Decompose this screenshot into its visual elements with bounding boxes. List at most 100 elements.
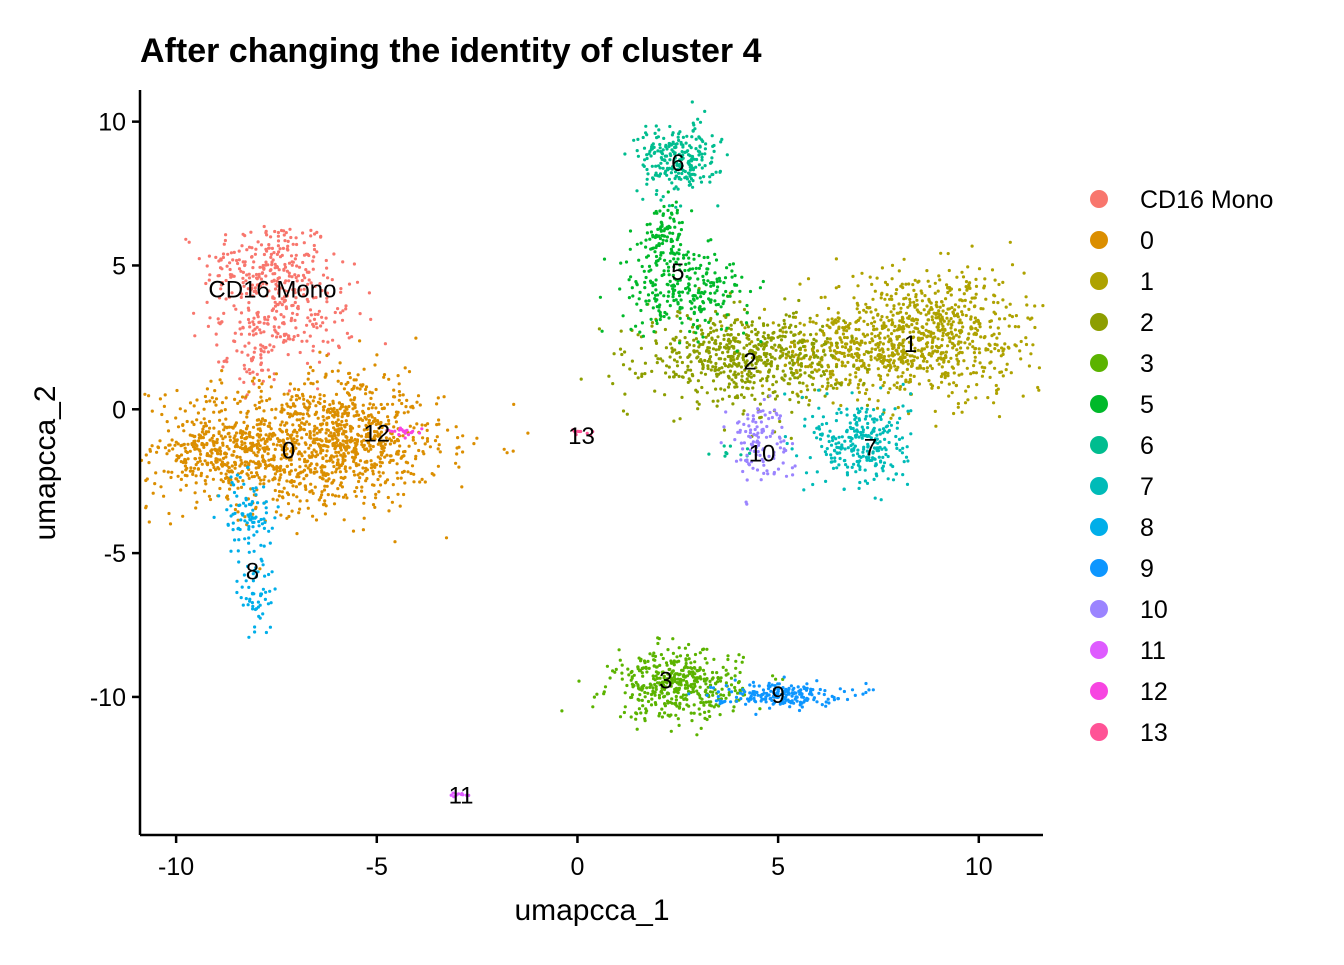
- point-0: [173, 443, 177, 447]
- point-1: [798, 282, 802, 286]
- point-3: [643, 690, 647, 695]
- point-3: [709, 704, 714, 708]
- point-2: [680, 395, 684, 399]
- point-1: [947, 268, 951, 273]
- point-cd16-mono: [251, 370, 255, 374]
- point-2: [775, 394, 779, 398]
- point-cd16-mono: [324, 316, 328, 320]
- point-8: [262, 501, 266, 505]
- point-3: [708, 714, 712, 719]
- point-cd16-mono: [285, 294, 289, 298]
- point-1: [870, 332, 874, 336]
- point-0: [218, 458, 222, 462]
- point-0: [299, 412, 303, 416]
- point-1: [942, 360, 946, 364]
- point-0: [176, 442, 180, 446]
- point-1: [933, 335, 937, 339]
- point-cd16-mono: [317, 360, 322, 364]
- point-8: [243, 519, 247, 523]
- point-0: [202, 417, 206, 421]
- point-1: [885, 315, 889, 319]
- point-0: [208, 468, 212, 472]
- point-0: [290, 451, 294, 455]
- point-8: [241, 513, 245, 517]
- point-0: [365, 460, 369, 464]
- point-cd16-mono: [285, 269, 289, 273]
- point-1: [951, 346, 955, 350]
- point-5: [645, 223, 649, 227]
- point-2: [793, 376, 797, 380]
- point-cd16-mono: [312, 317, 317, 321]
- point-2: [745, 386, 749, 390]
- point-1: [947, 394, 951, 398]
- point-0: [330, 481, 334, 485]
- point-0: [235, 442, 239, 447]
- point-cd16-mono: [246, 306, 250, 310]
- point-2: [711, 321, 715, 326]
- point-1: [972, 296, 976, 300]
- point-1: [982, 286, 986, 290]
- point-3: [637, 686, 641, 691]
- point-2: [714, 348, 718, 352]
- point-0: [249, 471, 253, 475]
- point-1: [863, 341, 867, 345]
- point-cd16-mono: [266, 368, 270, 372]
- point-1: [886, 391, 891, 395]
- point-2: [750, 393, 754, 397]
- point-0: [373, 417, 377, 421]
- point-3: [686, 684, 691, 688]
- point-5: [713, 271, 717, 275]
- point-7: [824, 452, 829, 457]
- point-0: [412, 426, 416, 430]
- point-1: [901, 371, 905, 375]
- point-0: [235, 455, 239, 459]
- point-cd16-mono: [244, 279, 248, 283]
- point-0: [198, 459, 202, 463]
- point-3: [701, 668, 706, 673]
- point-7: [850, 391, 854, 395]
- point-cd16-mono: [267, 243, 271, 247]
- point-0: [343, 409, 347, 413]
- point-2: [762, 323, 766, 328]
- point-0: [307, 454, 311, 458]
- point-2: [788, 398, 792, 402]
- point-0: [322, 488, 327, 492]
- point-5: [665, 312, 669, 316]
- point-0: [400, 470, 405, 474]
- point-1: [894, 292, 898, 296]
- point-cd16-mono: [259, 277, 263, 281]
- point-5: [628, 229, 633, 233]
- point-0: [297, 388, 301, 392]
- point-1: [948, 339, 952, 344]
- point-cd16-mono: [289, 254, 294, 258]
- point-3: [718, 713, 722, 717]
- point-0: [303, 485, 308, 489]
- point-0: [257, 385, 261, 389]
- point-2: [741, 412, 745, 416]
- point-2: [685, 341, 689, 345]
- point-3: [666, 713, 670, 717]
- point-2: [726, 350, 730, 354]
- point-2: [809, 375, 813, 379]
- point-0: [219, 478, 223, 482]
- point-1: [873, 320, 877, 324]
- point-1: [897, 269, 901, 273]
- point-cd16-mono: [262, 224, 266, 229]
- point-0: [365, 424, 369, 428]
- point-1: [1004, 305, 1008, 309]
- point-2: [747, 337, 751, 341]
- point-2: [790, 353, 794, 358]
- point-0: [311, 491, 315, 495]
- point-0: [170, 438, 174, 442]
- point-0: [373, 363, 377, 367]
- point-1: [941, 303, 945, 307]
- point-cd16-mono: [254, 272, 259, 277]
- point-2: [707, 349, 711, 354]
- point-6: [632, 138, 636, 142]
- point-0: [254, 407, 259, 411]
- point-0: [289, 405, 293, 409]
- point-2: [653, 389, 657, 393]
- point-7: [879, 417, 883, 421]
- point-2: [742, 307, 747, 312]
- point-0: [337, 463, 342, 467]
